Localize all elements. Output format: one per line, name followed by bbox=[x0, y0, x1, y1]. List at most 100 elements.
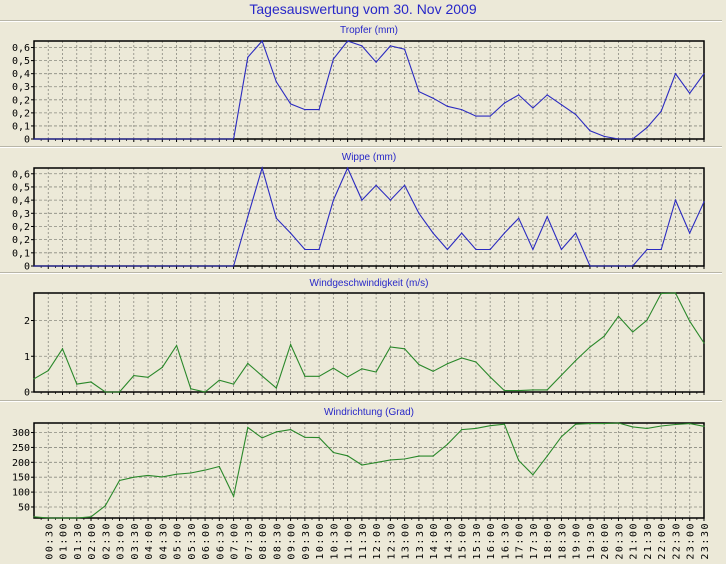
data-point bbox=[617, 138, 620, 140]
data-point bbox=[432, 370, 434, 372]
x-tick-label: 08:00 bbox=[258, 522, 269, 560]
data-point bbox=[61, 348, 64, 350]
data-point bbox=[560, 248, 563, 251]
data-point bbox=[432, 97, 434, 99]
y-tick-label: 0,4 bbox=[12, 69, 30, 80]
data-point bbox=[261, 437, 263, 439]
x-tick-label: 17:00 bbox=[515, 522, 526, 560]
data-point bbox=[489, 248, 491, 251]
y-tick-label: 0,6 bbox=[12, 43, 30, 54]
data-point bbox=[61, 265, 64, 267]
x-tick-label: 12:00 bbox=[372, 522, 383, 560]
chart-2: Windgeschwindigkeit (m/s) 0 1 2 bbox=[24, 278, 705, 399]
data-point bbox=[190, 472, 192, 474]
data-point bbox=[689, 320, 691, 322]
data-point bbox=[418, 455, 420, 457]
data-point bbox=[304, 436, 306, 438]
data-point bbox=[232, 265, 235, 267]
data-point bbox=[133, 265, 135, 267]
data-point bbox=[175, 138, 178, 140]
data-point bbox=[404, 184, 406, 186]
x-tick-label: 16:00 bbox=[486, 522, 497, 560]
x-tick-label: 14:00 bbox=[429, 522, 440, 560]
y-tick-label: 150 bbox=[12, 473, 30, 484]
data-point bbox=[532, 474, 534, 476]
x-tick-label: 04:00 bbox=[144, 522, 155, 560]
data-point bbox=[175, 473, 178, 475]
data-point bbox=[575, 232, 577, 234]
plot-area bbox=[34, 423, 704, 518]
x-tick-label: 11:00 bbox=[344, 522, 355, 560]
data-point bbox=[76, 265, 78, 267]
x-tick-label: 01:30 bbox=[73, 522, 84, 560]
data-point bbox=[389, 346, 391, 348]
y-tick-label: 0,5 bbox=[12, 56, 30, 67]
chart-title: Wippe (mm) bbox=[342, 152, 396, 163]
data-point bbox=[318, 375, 320, 377]
data-point bbox=[432, 232, 434, 234]
data-point bbox=[375, 61, 377, 63]
data-point bbox=[546, 389, 548, 391]
data-point bbox=[489, 376, 491, 378]
x-tick-label: 03:00 bbox=[116, 522, 127, 560]
data-point bbox=[446, 363, 449, 365]
chart-1: Wippe (mm) 0 0,1 0,2 0,2 0,3 0,4 0,5 0,6 bbox=[12, 152, 705, 273]
data-point bbox=[33, 378, 35, 380]
data-point bbox=[247, 56, 249, 58]
data-point bbox=[347, 40, 349, 42]
data-point bbox=[575, 113, 577, 116]
chart-3: Windrichtung (Grad) 50 100 150 200 250 300 00:3… bbox=[12, 407, 711, 560]
data-point bbox=[660, 248, 662, 251]
x-tick-label: 23:30 bbox=[700, 522, 711, 560]
data-point bbox=[617, 422, 620, 424]
data-point bbox=[332, 58, 334, 60]
data-point bbox=[632, 426, 634, 428]
data-point bbox=[261, 167, 263, 169]
data-point bbox=[118, 479, 121, 482]
data-point bbox=[76, 383, 78, 385]
y-tick-label: 250 bbox=[12, 443, 30, 454]
data-point bbox=[190, 265, 192, 267]
data-point bbox=[275, 431, 277, 433]
data-point bbox=[603, 265, 605, 267]
data-point bbox=[318, 248, 320, 251]
chart-title: Tropfer (mm) bbox=[340, 25, 398, 36]
plot-frame bbox=[33, 167, 705, 267]
data-point bbox=[446, 105, 449, 107]
data-point bbox=[47, 369, 49, 372]
data-point bbox=[361, 45, 363, 47]
data-point bbox=[546, 94, 548, 96]
data-point bbox=[361, 199, 363, 201]
data-point bbox=[161, 265, 163, 267]
data-point bbox=[389, 199, 391, 201]
data-point bbox=[475, 427, 477, 429]
data-point bbox=[660, 110, 662, 112]
x-tick-label: 17:30 bbox=[529, 522, 540, 560]
data-point bbox=[632, 331, 634, 333]
y-tick-label: 0,2 bbox=[12, 108, 30, 119]
data-point bbox=[104, 265, 106, 267]
y-tick-label: 0,1 bbox=[12, 248, 30, 259]
data-point bbox=[475, 361, 477, 363]
y-tick-label: 0,4 bbox=[12, 196, 30, 207]
data-point bbox=[518, 217, 520, 219]
data-point bbox=[404, 458, 406, 460]
x-tick-label: 15:00 bbox=[458, 522, 469, 560]
chart-title: Windrichtung (Grad) bbox=[324, 407, 414, 418]
data-point bbox=[304, 375, 306, 377]
y-tick-label: 0,3 bbox=[12, 209, 30, 220]
data-point bbox=[560, 104, 563, 106]
data-point bbox=[347, 376, 349, 378]
x-tick-label: 22:00 bbox=[657, 522, 668, 560]
data-point bbox=[589, 265, 591, 267]
x-tick-label: 06:00 bbox=[201, 522, 212, 560]
x-tick-label: 01:00 bbox=[59, 522, 70, 560]
x-tick-label: 09:00 bbox=[287, 522, 298, 560]
y-tick-label: 0,1 bbox=[12, 121, 30, 132]
data-point bbox=[674, 423, 677, 426]
x-tick-label: 05:00 bbox=[173, 522, 184, 560]
data-point bbox=[289, 103, 292, 105]
data-point bbox=[47, 517, 49, 519]
y-tick-label: 0,2 bbox=[12, 95, 30, 106]
data-point bbox=[674, 73, 677, 75]
